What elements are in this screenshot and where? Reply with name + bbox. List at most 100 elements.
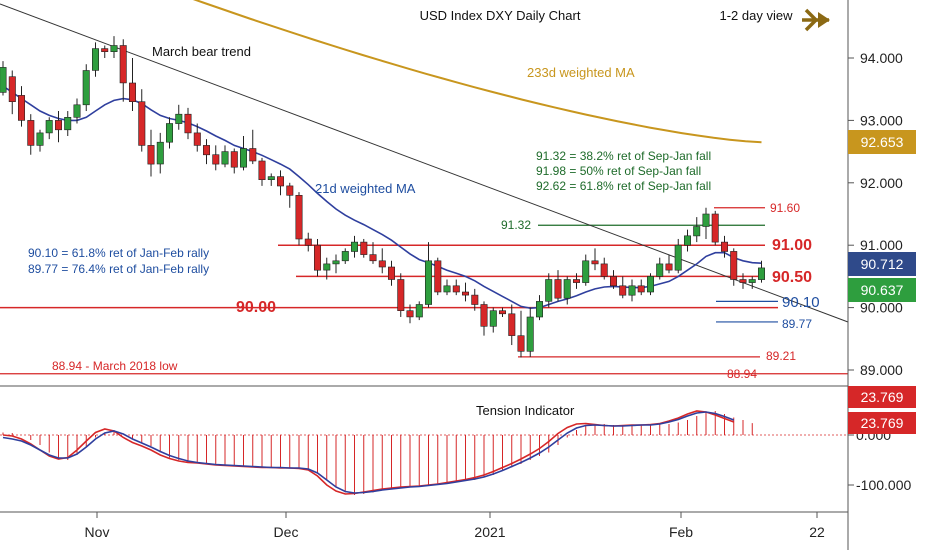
candle-body: [572, 279, 580, 283]
candle-body: [609, 276, 617, 287]
candle-body: [730, 251, 738, 280]
candle-body: [82, 70, 90, 106]
badge-tension-1-text: 23.769: [861, 389, 904, 405]
candle-body: [175, 113, 183, 124]
candle-body: [129, 82, 137, 103]
candle-body: [54, 120, 62, 131]
level-91-60-label: 91.60: [770, 201, 800, 215]
level-90-10-label: 90.10: [782, 294, 820, 311]
candle-body: [332, 260, 340, 265]
candle-body: [674, 244, 682, 271]
candle-body: [646, 276, 654, 293]
candle-body: [637, 285, 645, 293]
candle-body: [471, 294, 479, 305]
candle-body: [378, 260, 386, 268]
candle-body: [203, 145, 211, 156]
ma21-label: 21d weighted MA: [315, 181, 416, 196]
candle-body: [665, 263, 673, 271]
candle-body: [693, 226, 701, 237]
fib-line-1: 91.32 = 38.2% ret of Sep-Jan fall: [536, 149, 711, 163]
candle-body: [748, 279, 756, 283]
fib-line-3: 92.62 = 61.8% ret of Sep-Jan fall: [536, 179, 711, 193]
candle-body: [286, 185, 294, 196]
candle-body: [424, 260, 432, 305]
y-tick-label: 91.000: [860, 237, 903, 253]
candle-body: [184, 113, 192, 134]
candle-body: [212, 154, 220, 165]
candles: [0, 36, 765, 358]
candle-body: [563, 279, 571, 299]
y-tick-label: 90.000: [860, 300, 903, 316]
candle-body: [508, 313, 516, 336]
bear-trend-label: March bear trend: [152, 44, 251, 59]
candle-body: [138, 101, 146, 146]
candle-body: [341, 251, 349, 262]
tension-line-red: [2, 410, 735, 495]
candle-body: [480, 304, 488, 327]
jan-feb-line-1: 90.10 = 61.8% ret of Jan-Feb rally: [28, 246, 209, 260]
candle-body: [323, 263, 331, 271]
candle-body: [397, 279, 405, 312]
candle-body: [240, 148, 248, 168]
badge-ma233: 92.653: [848, 130, 916, 154]
y-axis: 94.00093.00092.00091.00090.00089.0000.00…: [848, 50, 911, 493]
fib-line-2: 91.98 = 50% ret of Sep-Jan fall: [536, 164, 701, 178]
candle-body: [369, 254, 377, 262]
x-tick-label: 22: [809, 524, 825, 540]
candle-body: [267, 176, 275, 181]
level-89-21-label: 89.21: [766, 349, 796, 363]
candle-body: [554, 279, 562, 299]
candle-body: [720, 241, 728, 252]
tension-label: Tension Indicator: [476, 403, 575, 418]
jan-feb-line-2: 89.77 = 76.4% ret of Jan-Feb rally: [28, 262, 209, 276]
candle-body: [757, 267, 765, 280]
x-axis: Nov Dec 2021 Feb 22: [85, 512, 825, 540]
candle-body: [406, 310, 414, 318]
tension-panel: [0, 410, 848, 495]
candle-body: [434, 260, 442, 293]
ma233-line: [192, 0, 762, 144]
candle-body: [517, 335, 525, 352]
y-tick-label: 92.000: [860, 175, 903, 191]
ma233-label: 233d weighted MA: [527, 65, 635, 80]
candle-body: [110, 45, 118, 52]
badge-ma21: 90.712: [848, 252, 916, 276]
candle-body: [230, 151, 238, 168]
candle-body: [600, 263, 608, 277]
badge-last-price: 90.637: [848, 278, 916, 302]
candle-body: [147, 145, 155, 165]
candle-body: [249, 148, 257, 162]
badge-tension-2-text: 23.769: [861, 415, 904, 431]
badge-ma233-text: 92.653: [861, 134, 904, 150]
candle-body: [443, 285, 451, 293]
candle-body: [8, 76, 16, 102]
candle-body: [619, 285, 627, 296]
candle-body: [0, 67, 7, 93]
candle-body: [739, 279, 747, 283]
candle-body: [535, 301, 543, 318]
x-tick-label: Nov: [85, 524, 110, 540]
candle-body: [101, 48, 109, 52]
candle-body: [221, 151, 229, 165]
y-tick-label: 94.000: [860, 50, 903, 66]
trend-lines: [0, 3, 849, 323]
candle-body: [545, 279, 553, 302]
candle-body: [45, 120, 53, 134]
candle-body: [193, 132, 201, 146]
candle-body: [360, 241, 368, 255]
badge-ma21-text: 90.712: [861, 256, 904, 272]
x-tick-label: Feb: [669, 524, 693, 540]
candle-body: [313, 244, 321, 271]
candle-body: [276, 176, 284, 187]
candle-body: [119, 45, 127, 84]
candle-body: [156, 141, 164, 165]
candle-body: [526, 316, 534, 352]
march-bear-trend-line: [0, 3, 849, 323]
level-91-32-label: 91.32: [501, 218, 531, 232]
candle-body: [461, 291, 469, 296]
candle-body: [711, 213, 719, 243]
view-label: 1-2 day view: [720, 8, 794, 23]
level-88-94-label: 88.94: [727, 367, 757, 381]
candle-body: [36, 132, 44, 146]
